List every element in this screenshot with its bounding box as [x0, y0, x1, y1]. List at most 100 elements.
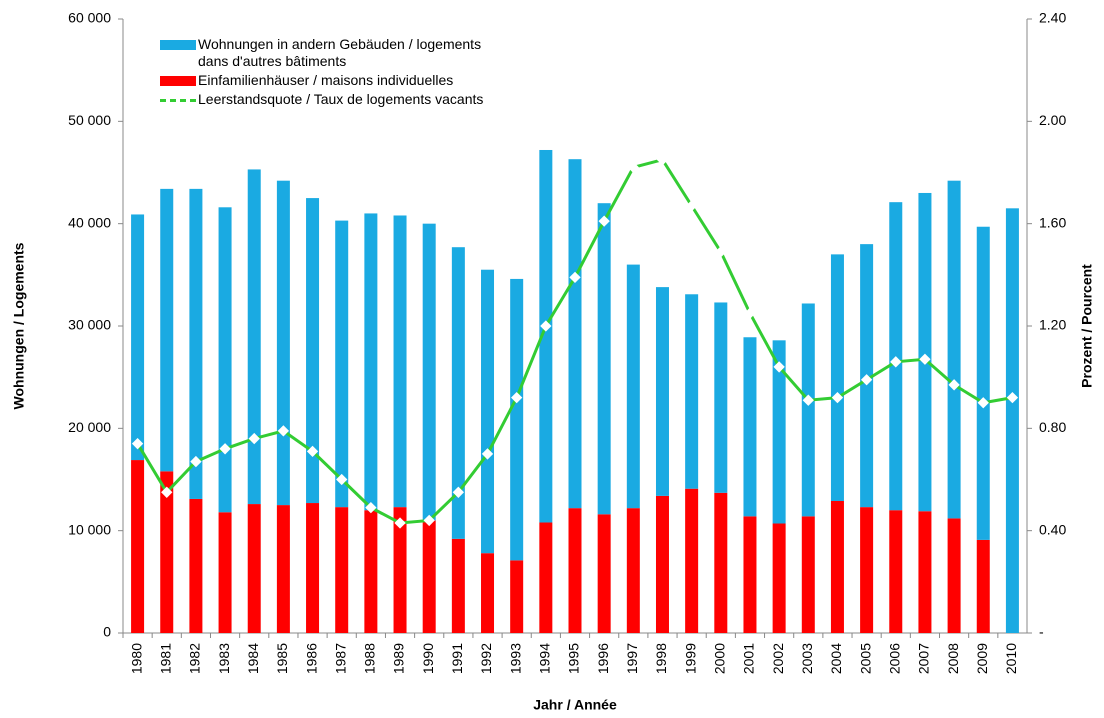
- x-tick-label: 2003: [799, 643, 815, 674]
- bar: [568, 508, 582, 633]
- bar: [714, 492, 728, 633]
- legend-swatch: [160, 76, 196, 86]
- legend-label: Leerstandsquote / Taux de logements vaca…: [198, 91, 484, 107]
- y2-tick-label: 0.40: [1039, 521, 1066, 537]
- y-tick-label: 10 000: [68, 521, 111, 537]
- y2-tick-label: 1.20: [1039, 317, 1066, 333]
- marker: [131, 438, 144, 450]
- x-tick-label: 1997: [624, 643, 640, 674]
- y-tick-label: 30 000: [68, 317, 111, 333]
- x-tick-label: 2005: [857, 643, 873, 674]
- bar: [393, 507, 407, 633]
- y2-tick-label: 2.40: [1039, 10, 1066, 26]
- bar: [189, 498, 203, 633]
- bar: [801, 303, 815, 517]
- bar: [160, 188, 174, 472]
- bar: [685, 488, 699, 633]
- bar: [276, 180, 290, 506]
- bar: [131, 214, 145, 461]
- x-tick-label: 1990: [420, 643, 436, 674]
- bar: [481, 269, 495, 554]
- x-tick-label: 1986: [303, 643, 319, 674]
- bar: [451, 538, 465, 633]
- y2-tick-label: 1.60: [1039, 214, 1066, 230]
- bar: [422, 223, 436, 521]
- legend-item: Wohnungen in andern Gebäuden / logements…: [160, 36, 510, 70]
- bar: [655, 287, 669, 496]
- bar: [335, 220, 349, 508]
- marker: [948, 379, 960, 391]
- bar: [597, 514, 611, 633]
- legend-swatch: [160, 99, 196, 102]
- marker: [511, 391, 523, 404]
- bar: [1005, 208, 1019, 634]
- marker: [919, 353, 931, 365]
- bar: [918, 511, 932, 633]
- marker: [219, 443, 231, 455]
- marker: [452, 486, 465, 498]
- bar: [276, 505, 290, 633]
- bar: [947, 180, 961, 519]
- x-tick-label: 2009: [974, 643, 990, 674]
- bar: [626, 508, 640, 633]
- bar: [830, 500, 844, 633]
- legend-swatch: [160, 40, 196, 50]
- marker: [161, 486, 173, 498]
- bar: [626, 264, 640, 509]
- bar: [743, 337, 757, 517]
- bar: [218, 512, 232, 633]
- bar: [481, 553, 495, 633]
- bar: [568, 159, 582, 509]
- marker: [336, 473, 348, 486]
- x-tick-label: 1980: [128, 643, 144, 674]
- x-tick-label: 1984: [245, 643, 261, 674]
- bar: [189, 188, 203, 499]
- legend-item: Einfamilienhäuser / maisons individuelle…: [160, 72, 510, 89]
- x-tick-label: 2010: [1003, 643, 1019, 674]
- bar: [801, 516, 815, 633]
- y2-tick-label: 2.00: [1039, 112, 1066, 128]
- legend-label: Einfamilienhäuser / maisons individuelle…: [198, 72, 454, 88]
- x-tick-label: 1983: [216, 643, 232, 674]
- marker: [1006, 391, 1019, 404]
- bar: [714, 302, 728, 493]
- y-tick-label: 40 000: [68, 214, 111, 230]
- legend-label: Wohnungen in andern Gebäuden / logements…: [198, 36, 482, 69]
- bar: [335, 507, 349, 633]
- bar: [860, 507, 874, 633]
- bar: [976, 226, 990, 540]
- bar: [393, 215, 407, 508]
- y2-axis-title: Prozent / Pourcent: [1079, 264, 1095, 388]
- marker: [860, 374, 873, 386]
- marker: [306, 445, 319, 458]
- x-tick-label: 1992: [478, 643, 494, 674]
- y-tick-label: 60 000: [68, 10, 111, 26]
- y2-tick-label: 0.80: [1039, 419, 1066, 435]
- marker: [569, 271, 581, 284]
- x-tick-label: 1981: [157, 643, 173, 674]
- marker: [744, 307, 756, 319]
- bar: [451, 247, 465, 539]
- marker: [394, 517, 406, 529]
- bar: [655, 495, 669, 633]
- x-tick-label: 2004: [828, 643, 844, 674]
- x-tick-label: 1995: [566, 643, 582, 674]
- bar: [976, 539, 990, 633]
- bar: [422, 520, 436, 633]
- bar: [597, 203, 611, 515]
- bar: [306, 503, 320, 633]
- x-tick-label: 1988: [362, 643, 378, 674]
- marker: [540, 320, 552, 332]
- bar: [364, 213, 378, 511]
- marker: [190, 455, 202, 468]
- bar: [772, 340, 786, 524]
- bar: [889, 510, 903, 633]
- y2-tick-label: -: [1039, 624, 1044, 640]
- y-tick-label: 50 000: [68, 112, 111, 128]
- bar: [247, 169, 261, 505]
- x-tick-label: 1996: [595, 643, 611, 674]
- y-tick-label: 0: [103, 624, 111, 640]
- x-tick-label: 1991: [449, 643, 465, 674]
- marker: [831, 391, 844, 404]
- x-axis-title: Jahr / Année: [533, 697, 617, 713]
